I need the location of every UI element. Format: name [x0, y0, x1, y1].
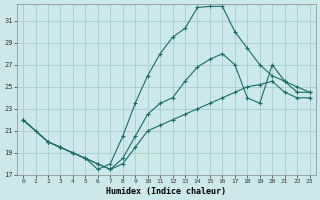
- X-axis label: Humidex (Indice chaleur): Humidex (Indice chaleur): [106, 187, 226, 196]
